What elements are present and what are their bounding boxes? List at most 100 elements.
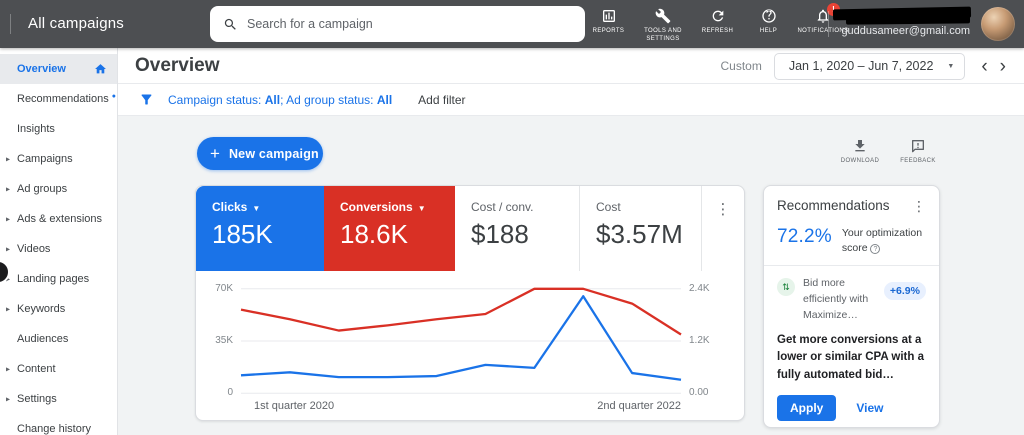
- overflow-menu-icon[interactable]: ⋮: [912, 199, 926, 213]
- previous-period-button[interactable]: ‹: [975, 53, 993, 80]
- avatar[interactable]: [981, 7, 1015, 41]
- card-menu-zone: ⋮: [701, 186, 744, 271]
- refresh-label: REFRESH: [691, 28, 745, 36]
- account-email: guddusameer@gmail.com: [823, 25, 970, 37]
- reports-icon: [601, 8, 617, 24]
- drawer-edge-divider: [10, 14, 11, 34]
- date-preset-label: Custom: [721, 59, 762, 73]
- right-axis-tick: 1.2K: [689, 335, 729, 346]
- wrench-icon: [655, 8, 671, 24]
- reports-button[interactable]: REPORTS: [583, 0, 634, 48]
- left-axis-tick: 0: [198, 387, 233, 398]
- sidebar-item-overview[interactable]: Overview: [0, 54, 117, 84]
- next-period-button[interactable]: ›: [994, 53, 1012, 80]
- optimization-score-label: Your optimization score: [842, 226, 926, 255]
- left-navigation: Overview Recommendations ● Insights ▸Cam…: [0, 48, 118, 435]
- refresh-icon: [710, 8, 726, 24]
- metric-clicks-value: 185K: [212, 219, 324, 250]
- left-axis-tick: 70K: [198, 283, 233, 294]
- chevron-down-icon: ▼: [252, 204, 260, 213]
- overflow-menu-icon[interactable]: ⋮: [716, 202, 731, 217]
- tools-and-settings-button[interactable]: TOOLS AND SETTINGS: [634, 0, 692, 48]
- overview-chart-card: Clicks▼ 185K Conversions▼ 18.6K Cost / c…: [195, 185, 745, 421]
- sidebar-item-change-history[interactable]: Change history: [0, 414, 117, 435]
- campaign-search[interactable]: [210, 6, 585, 42]
- metric-cost-per-conv[interactable]: Cost / conv. $188: [455, 186, 579, 271]
- help-icon: [761, 8, 777, 24]
- sidebar-item-ad-groups[interactable]: ▸Ad groups: [0, 174, 117, 204]
- recommendations-title: Recommendations: [777, 198, 890, 213]
- chevron-down-icon: ▼: [947, 63, 954, 70]
- download-button[interactable]: DOWNLOAD: [830, 138, 890, 164]
- recommendations-card: Recommendations ⋮ 72.2% Your optimizatio…: [763, 185, 940, 428]
- metric-selector-row: Clicks▼ 185K Conversions▼ 18.6K Cost / c…: [196, 186, 744, 271]
- new-campaign-button[interactable]: + New campaign: [197, 137, 323, 170]
- metric-conversions[interactable]: Conversions▼ 18.6K: [324, 186, 455, 271]
- sidebar-item-content[interactable]: ▸Content: [0, 354, 117, 384]
- topbar-action-icons: REPORTS TOOLS AND SETTINGS REFRESH HELP …: [583, 0, 852, 48]
- optimization-score-value: 72.2%: [777, 226, 832, 248]
- date-range-value: Jan 1, 2020 – Jun 7, 2022: [789, 59, 934, 73]
- date-range-cluster: Custom Jan 1, 2020 – Jun 7, 2022 ▼ ‹ ›: [721, 48, 1013, 84]
- sidebar-item-landing-pages[interactable]: ▸Landing pages: [0, 264, 117, 294]
- help-label: HELP: [742, 28, 796, 36]
- sidebar-item-ads-extensions[interactable]: ▸Ads & extensions: [0, 204, 117, 234]
- expand-icon: ▸: [6, 305, 10, 314]
- reports-label: REPORTS: [582, 28, 636, 36]
- notifications-button[interactable]: ! NOTIFICATIONS: [794, 0, 852, 48]
- right-axis-tick: 2.4K: [689, 283, 729, 294]
- x-axis-label-start: 1st quarter 2020: [254, 400, 334, 412]
- feedback-icon: [910, 138, 926, 154]
- divider: [764, 265, 939, 266]
- view-link[interactable]: View: [856, 401, 883, 415]
- metric-clicks[interactable]: Clicks▼ 185K: [196, 186, 324, 271]
- search-input[interactable]: [247, 17, 585, 31]
- active-filters[interactable]: Campaign status: All; Ad group status: A…: [168, 93, 392, 107]
- bidding-arrows-icon: ⇅: [777, 278, 795, 296]
- metric-cost[interactable]: Cost $3.57M: [579, 186, 701, 271]
- sidebar-item-recommendations[interactable]: Recommendations ●: [0, 84, 117, 114]
- page-title: Overview: [135, 55, 220, 77]
- x-axis-label-end: 2nd quarter 2022: [496, 400, 681, 412]
- expand-icon: ▸: [6, 365, 10, 374]
- content-area: + New campaign DOWNLOAD FEEDBACK Clicks▼…: [118, 116, 1024, 435]
- date-range-picker[interactable]: Jan 1, 2020 – Jun 7, 2022 ▼: [774, 53, 966, 80]
- feedback-button[interactable]: FEEDBACK: [888, 138, 948, 164]
- right-axis-tick: 0.00: [689, 387, 729, 398]
- series-line-conversions: [241, 289, 681, 335]
- score-uplift-badge: +6.9%: [884, 282, 926, 300]
- expand-icon: ▸: [6, 395, 10, 404]
- metric-conversions-value: 18.6K: [340, 219, 455, 250]
- recommendation-item[interactable]: ⇅ Bid more efficiently with Maximize… +6…: [777, 276, 926, 323]
- metric-cost-per-conv-value: $188: [471, 219, 579, 250]
- apply-button[interactable]: Apply: [777, 395, 836, 421]
- plus-icon: +: [210, 145, 220, 162]
- refresh-button[interactable]: REFRESH: [692, 0, 743, 48]
- sidebar-item-settings[interactable]: ▸Settings: [0, 384, 117, 414]
- sidebar-item-keywords[interactable]: ▸Keywords: [0, 294, 117, 324]
- expand-icon: ▸: [6, 215, 10, 224]
- timeseries-chart: [241, 283, 681, 399]
- page-header: Overview Custom Jan 1, 2020 – Jun 7, 202…: [118, 48, 1024, 84]
- help-circle-icon[interactable]: [870, 244, 880, 254]
- filter-bar: Campaign status: All; Ad group status: A…: [118, 84, 1024, 116]
- expand-icon: ▸: [6, 245, 10, 254]
- metric-cost-value: $3.57M: [596, 219, 701, 250]
- chevron-down-icon: ▼: [418, 204, 426, 213]
- main-area: Overview Custom Jan 1, 2020 – Jun 7, 202…: [118, 48, 1024, 435]
- help-button[interactable]: HELP: [743, 0, 794, 48]
- tools-and-settings-label: TOOLS AND SETTINGS: [636, 28, 690, 43]
- app-scope-title: All campaigns: [28, 0, 124, 48]
- series-line-clicks: [241, 296, 681, 380]
- sidebar-item-videos[interactable]: ▸Videos: [0, 234, 117, 264]
- sidebar-item-insights[interactable]: Insights: [0, 114, 117, 144]
- add-filter-button[interactable]: Add filter: [418, 93, 465, 107]
- home-icon: [94, 63, 107, 76]
- download-icon: [852, 138, 868, 154]
- search-icon: [223, 17, 238, 32]
- sidebar-item-campaigns[interactable]: ▸Campaigns: [0, 144, 117, 174]
- filter-funnel-icon[interactable]: [139, 92, 154, 107]
- left-axis-tick: 35K: [198, 335, 233, 346]
- top-app-bar: All campaigns REPORTS TOOLS AND SETTINGS…: [0, 0, 1024, 48]
- sidebar-item-audiences[interactable]: Audiences: [0, 324, 117, 354]
